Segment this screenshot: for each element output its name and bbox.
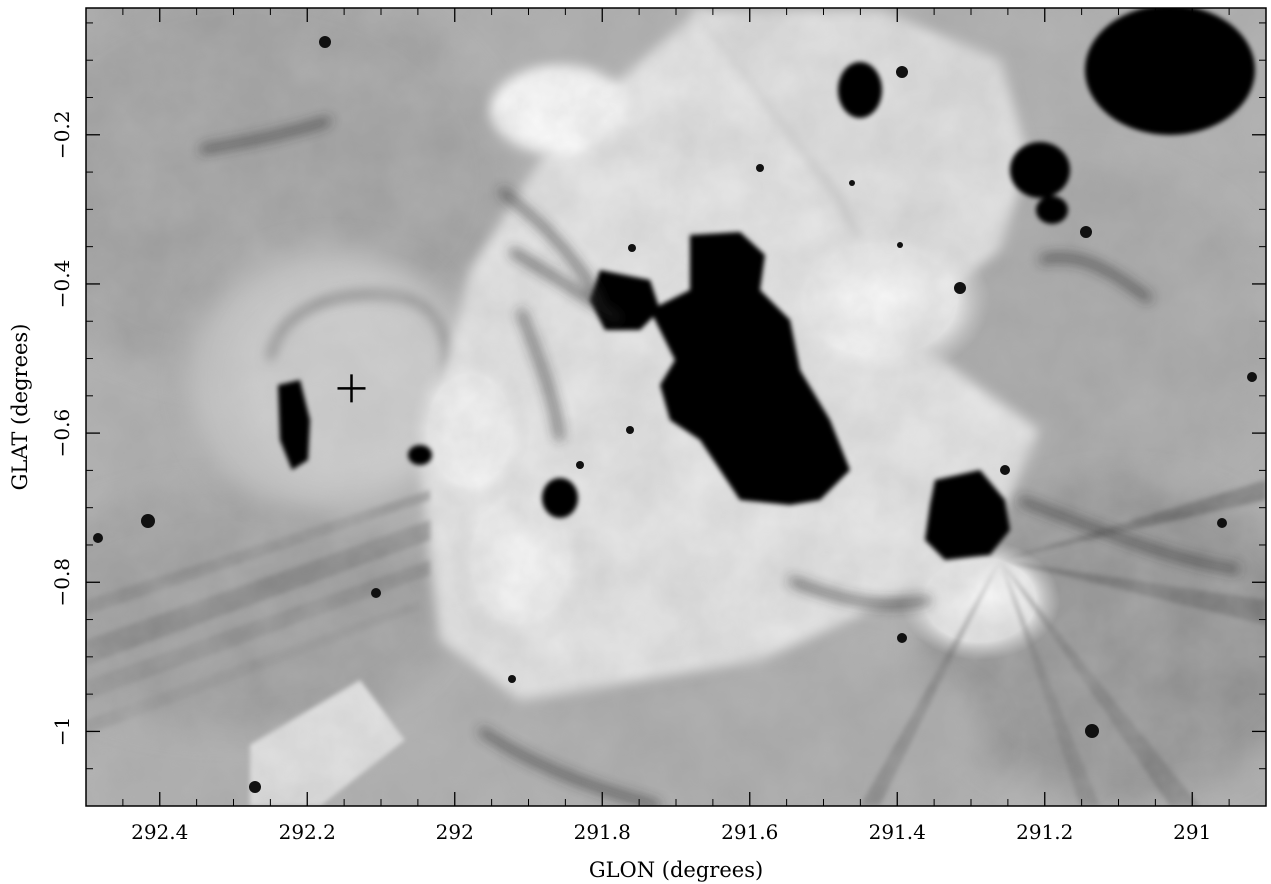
y-axis-title: GLAT (degrees) (8, 324, 32, 491)
x-tick-label: 291.6 (721, 820, 778, 844)
x-axis-title: GLON (degrees) (589, 858, 763, 882)
y-axis-ticks: −0.2 −0.4 −0.6 −0.8 −1 (50, 22, 1266, 807)
x-tick-label: 291.2 (1016, 820, 1073, 844)
y-tick-label: −0.6 (50, 409, 74, 458)
y-tick-label: −0.8 (50, 558, 74, 607)
x-axis-ticks: 292.4 292.2 292 291.8 291.6 291.4 291.2 291 (122, 8, 1230, 844)
y-tick-label: −1 (50, 717, 74, 746)
y-tick-label: −0.2 (50, 110, 74, 159)
x-tick-label: 291 (1173, 820, 1211, 844)
x-tick-label: 291.8 (574, 820, 631, 844)
x-tick-label: 292.2 (279, 820, 336, 844)
x-tick-label: 292 (436, 820, 474, 844)
x-tick-label: 291.4 (869, 820, 926, 844)
y-tick-label: −0.4 (50, 260, 74, 309)
grayscale-image-panel (86, 8, 1266, 806)
x-tick-label: 292.4 (131, 820, 188, 844)
plus-marker (337, 374, 366, 403)
